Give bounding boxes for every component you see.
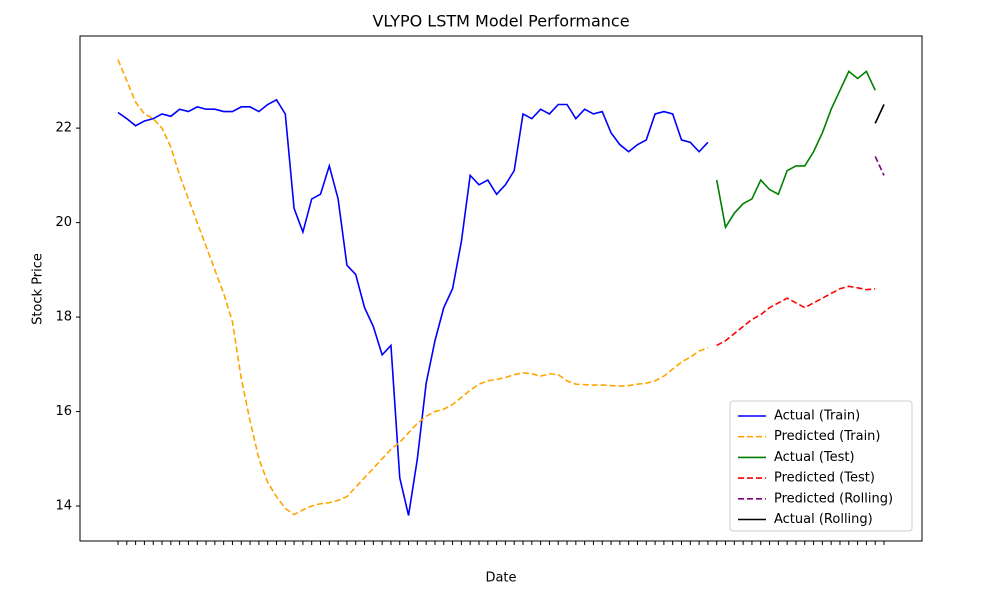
y-tick-label: 14	[55, 499, 72, 514]
legend-label: Predicted (Rolling)	[774, 491, 893, 506]
y-tick-label: 20	[55, 215, 72, 230]
series-line	[117, 59, 709, 516]
legend-label: Predicted (Train)	[774, 429, 881, 444]
legend-box	[729, 400, 913, 532]
legend-label: Actual (Rolling)	[774, 512, 873, 527]
y-tick-label: 22	[55, 121, 72, 136]
y-axis-label: Stock Price	[31, 253, 46, 325]
series-line	[117, 98, 709, 516]
y-tick-label: 18	[55, 310, 72, 325]
x-axis-label: Date	[485, 571, 516, 586]
legend-label: Predicted (Test)	[774, 471, 875, 486]
series-line	[716, 285, 876, 347]
y-tick-label: 16	[55, 404, 72, 419]
series-line	[715, 70, 876, 230]
series-line	[874, 104, 885, 124]
series-line	[874, 156, 885, 176]
chart-title: VLYPO LSTM Model Performance	[372, 12, 629, 31]
plot-frame	[79, 35, 923, 542]
legend-label: Actual (Train)	[774, 409, 860, 424]
legend-label: Actual (Test)	[774, 450, 855, 465]
legend: Actual (Train) Predicted (Train) Actual (T…	[729, 400, 913, 532]
